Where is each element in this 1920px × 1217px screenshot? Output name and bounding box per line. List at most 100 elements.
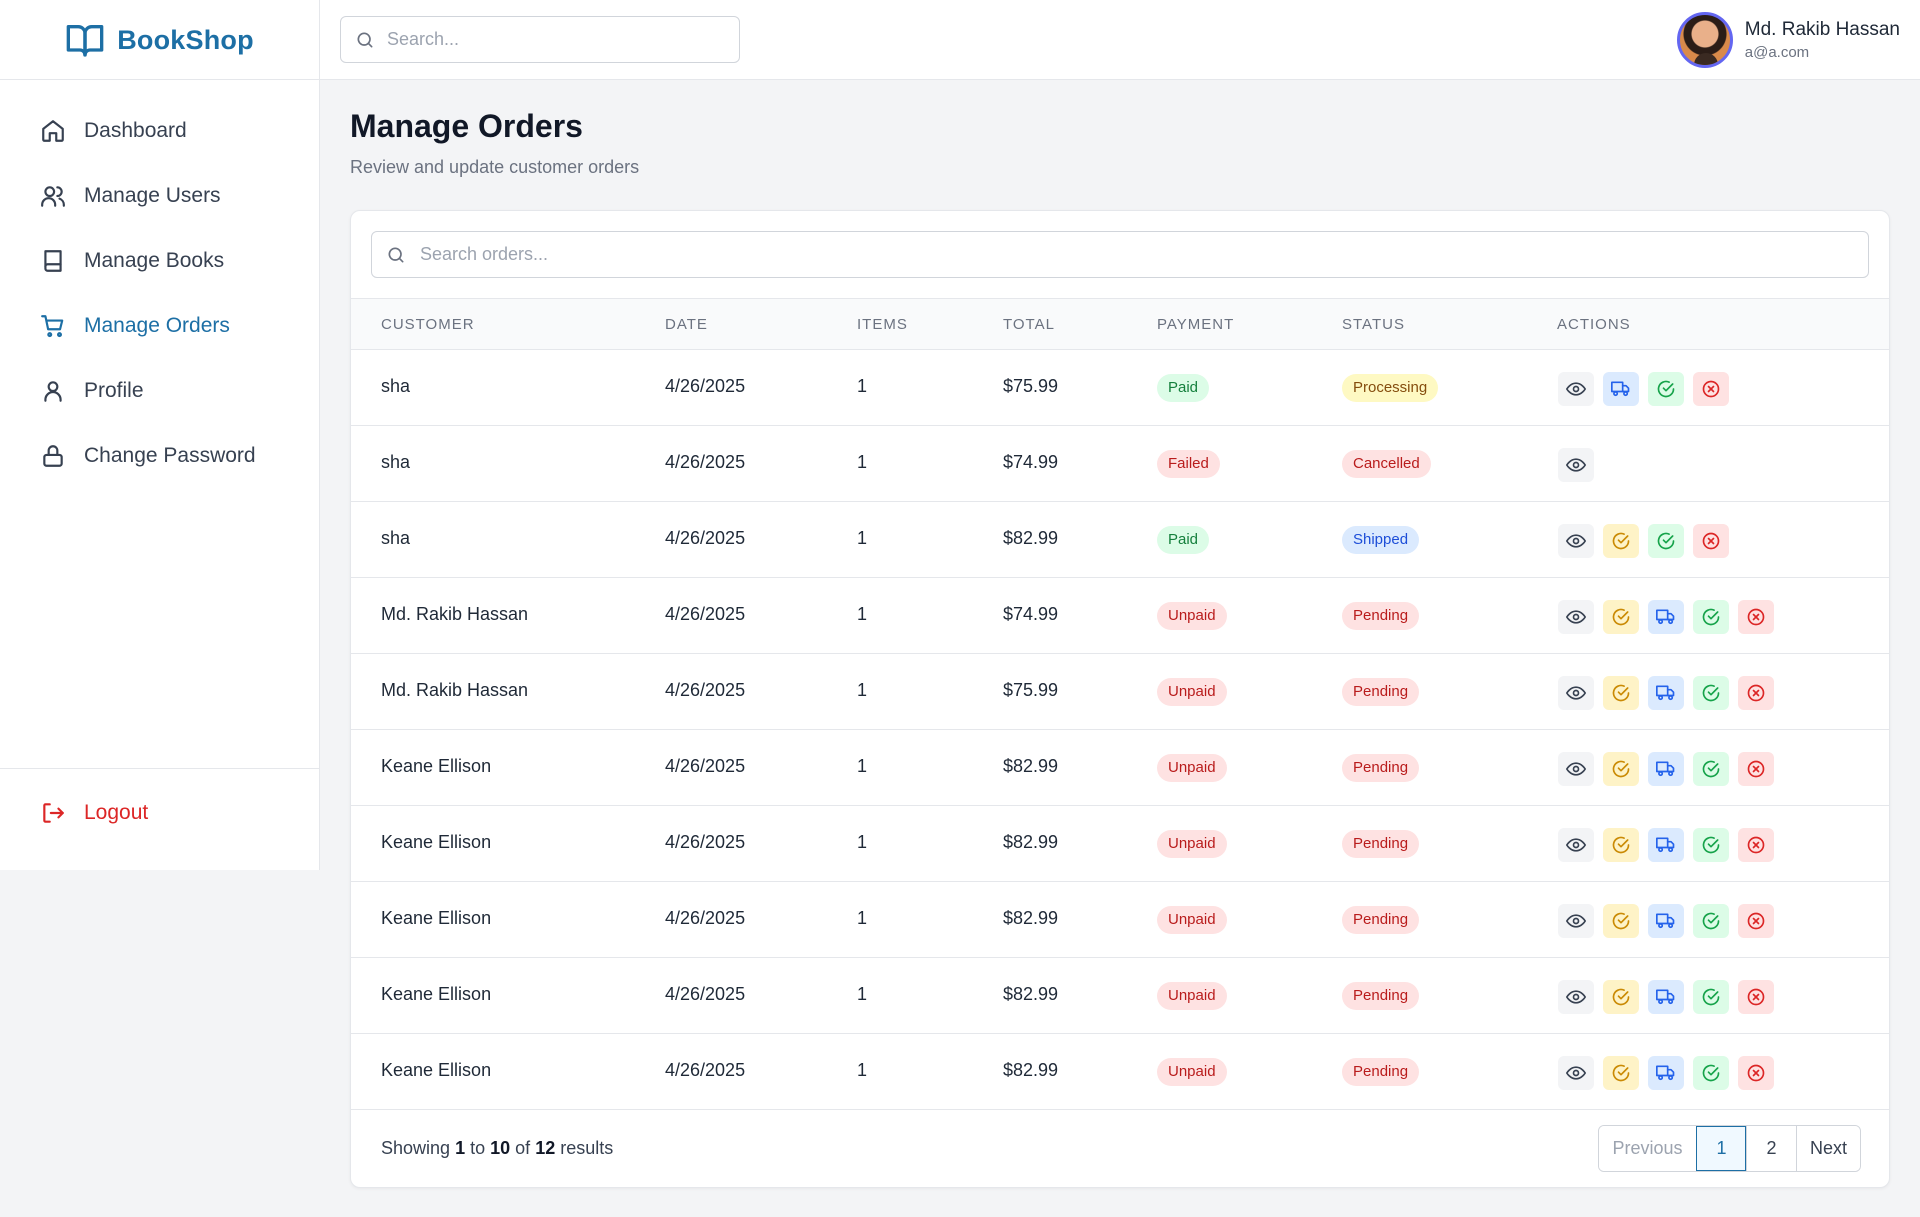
deliver-order-button[interactable] <box>1648 524 1684 558</box>
cancel-order-button[interactable] <box>1738 904 1774 938</box>
eye-icon <box>1566 762 1586 776</box>
check-circle-icon <box>1702 836 1720 854</box>
confirm-order-button[interactable] <box>1603 524 1639 558</box>
page-button-1[interactable]: 1 <box>1696 1126 1746 1171</box>
deliver-order-button[interactable] <box>1693 828 1729 862</box>
cancel-order-button[interactable] <box>1693 372 1729 406</box>
deliver-order-button[interactable] <box>1693 904 1729 938</box>
view-order-button[interactable] <box>1558 828 1594 862</box>
row-actions <box>1558 372 1729 406</box>
user-email: a@a.com <box>1744 44 1810 61</box>
ship-order-button[interactable] <box>1648 904 1684 938</box>
deliver-order-button[interactable] <box>1693 752 1729 786</box>
global-search[interactable] <box>340 16 740 63</box>
confirm-order-button[interactable] <box>1603 676 1639 710</box>
cancel-order-button[interactable] <box>1738 828 1774 862</box>
ship-order-button[interactable] <box>1648 1056 1684 1090</box>
ship-order-button[interactable] <box>1648 752 1684 786</box>
check-circle-icon <box>1702 912 1720 930</box>
cell-total: $75.99 <box>1003 680 1059 700</box>
view-order-button[interactable] <box>1558 524 1594 558</box>
table-row: Keane Ellison 4/26/2025 1 $82.99 Unpaid Pendi… <box>351 958 1889 1034</box>
previous-page-button[interactable]: Previous <box>1599 1126 1696 1171</box>
sidebar-item-change-password[interactable]: Change Password <box>0 423 319 488</box>
truck-icon <box>1656 761 1675 777</box>
status-badge: Pending <box>1342 602 1420 630</box>
status-badge: Pending <box>1342 678 1420 706</box>
view-order-button[interactable] <box>1558 980 1594 1014</box>
row-actions <box>1558 676 1774 710</box>
confirm-order-button[interactable] <box>1603 600 1639 634</box>
payment-badge: Unpaid <box>1157 678 1227 706</box>
sidebar-item-manage-users[interactable]: Manage Users <box>0 163 319 228</box>
cell-total: $75.99 <box>1003 376 1059 396</box>
table-header: CUSTOMER DATE ITEMS TOTAL PAYMENT STATUS… <box>351 298 1889 350</box>
logout-button[interactable]: Logout <box>40 800 148 826</box>
check-circle-icon <box>1612 1064 1630 1082</box>
cell-date: 4/26/2025 <box>665 832 746 852</box>
status-badge: Shipped <box>1342 526 1420 554</box>
sidebar-item-dashboard[interactable]: Dashboard <box>0 98 319 163</box>
confirm-order-button[interactable] <box>1603 980 1639 1014</box>
lock-icon <box>43 444 63 467</box>
cell-customer: Keane Ellison <box>381 756 492 776</box>
cancel-order-button[interactable] <box>1738 676 1774 710</box>
view-order-button[interactable] <box>1558 752 1594 786</box>
results-prefix: Showing <box>381 1138 451 1158</box>
next-page-button[interactable]: Next <box>1796 1126 1860 1171</box>
view-order-button[interactable] <box>1558 448 1594 482</box>
cell-items: 1 <box>857 680 868 700</box>
results-to: 10 <box>490 1138 511 1158</box>
view-order-button[interactable] <box>1558 1056 1594 1090</box>
view-order-button[interactable] <box>1558 904 1594 938</box>
deliver-order-button[interactable] <box>1693 676 1729 710</box>
orders-search[interactable] <box>371 231 1869 278</box>
brand-logo[interactable]: BookShop <box>0 0 320 80</box>
user-menu[interactable]: Md. Rakib Hassan a@a.com <box>1676 12 1900 68</box>
sidebar-item-profile[interactable]: Profile <box>0 358 319 423</box>
cell-total: $82.99 <box>1003 756 1059 776</box>
page-button-2[interactable]: 2 <box>1746 1126 1796 1171</box>
deliver-order-button[interactable] <box>1693 980 1729 1014</box>
ship-order-button[interactable] <box>1648 676 1684 710</box>
confirm-order-button[interactable] <box>1603 828 1639 862</box>
x-circle-icon <box>1747 912 1765 930</box>
eye-icon <box>1566 458 1586 472</box>
row-actions <box>1558 1056 1774 1090</box>
confirm-order-button[interactable] <box>1603 1056 1639 1090</box>
confirm-order-button[interactable] <box>1603 752 1639 786</box>
sidebar-item-label: Dashboard <box>84 118 187 142</box>
view-order-button[interactable] <box>1558 600 1594 634</box>
sidebar-item-manage-orders[interactable]: Manage Orders <box>0 293 319 358</box>
view-order-button[interactable] <box>1558 676 1594 710</box>
cell-customer: Md. Rakib Hassan <box>381 604 529 624</box>
payment-badge: Unpaid <box>1157 830 1227 858</box>
cancel-order-button[interactable] <box>1693 524 1729 558</box>
view-order-button[interactable] <box>1558 372 1594 406</box>
avatar[interactable] <box>1676 12 1733 68</box>
row-actions <box>1558 828 1774 862</box>
cancel-order-button[interactable] <box>1738 1056 1774 1090</box>
global-search-input[interactable] <box>387 29 717 50</box>
logout-icon <box>43 803 64 823</box>
cell-customer: Keane Ellison <box>381 832 492 852</box>
deliver-order-button[interactable] <box>1693 1056 1729 1090</box>
ship-order-button[interactable] <box>1648 828 1684 862</box>
check-circle-icon <box>1612 684 1630 702</box>
confirm-order-button[interactable] <box>1603 904 1639 938</box>
orders-search-input[interactable] <box>420 244 1820 265</box>
row-actions <box>1558 980 1774 1014</box>
column-header-payment: PAYMENT <box>1157 316 1235 333</box>
deliver-order-button[interactable] <box>1648 372 1684 406</box>
table-row: Keane Ellison 4/26/2025 1 $82.99 Unpaid Pendi… <box>351 806 1889 882</box>
orders-card: CUSTOMER DATE ITEMS TOTAL PAYMENT STATUS… <box>350 210 1890 1188</box>
cancel-order-button[interactable] <box>1738 980 1774 1014</box>
table-row: sha 4/26/2025 1 $82.99 Paid Shipped <box>351 502 1889 578</box>
ship-order-button[interactable] <box>1603 372 1639 406</box>
ship-order-button[interactable] <box>1648 600 1684 634</box>
cancel-order-button[interactable] <box>1738 752 1774 786</box>
sidebar-item-manage-books[interactable]: Manage Books <box>0 228 319 293</box>
deliver-order-button[interactable] <box>1693 600 1729 634</box>
ship-order-button[interactable] <box>1648 980 1684 1014</box>
cancel-order-button[interactable] <box>1738 600 1774 634</box>
